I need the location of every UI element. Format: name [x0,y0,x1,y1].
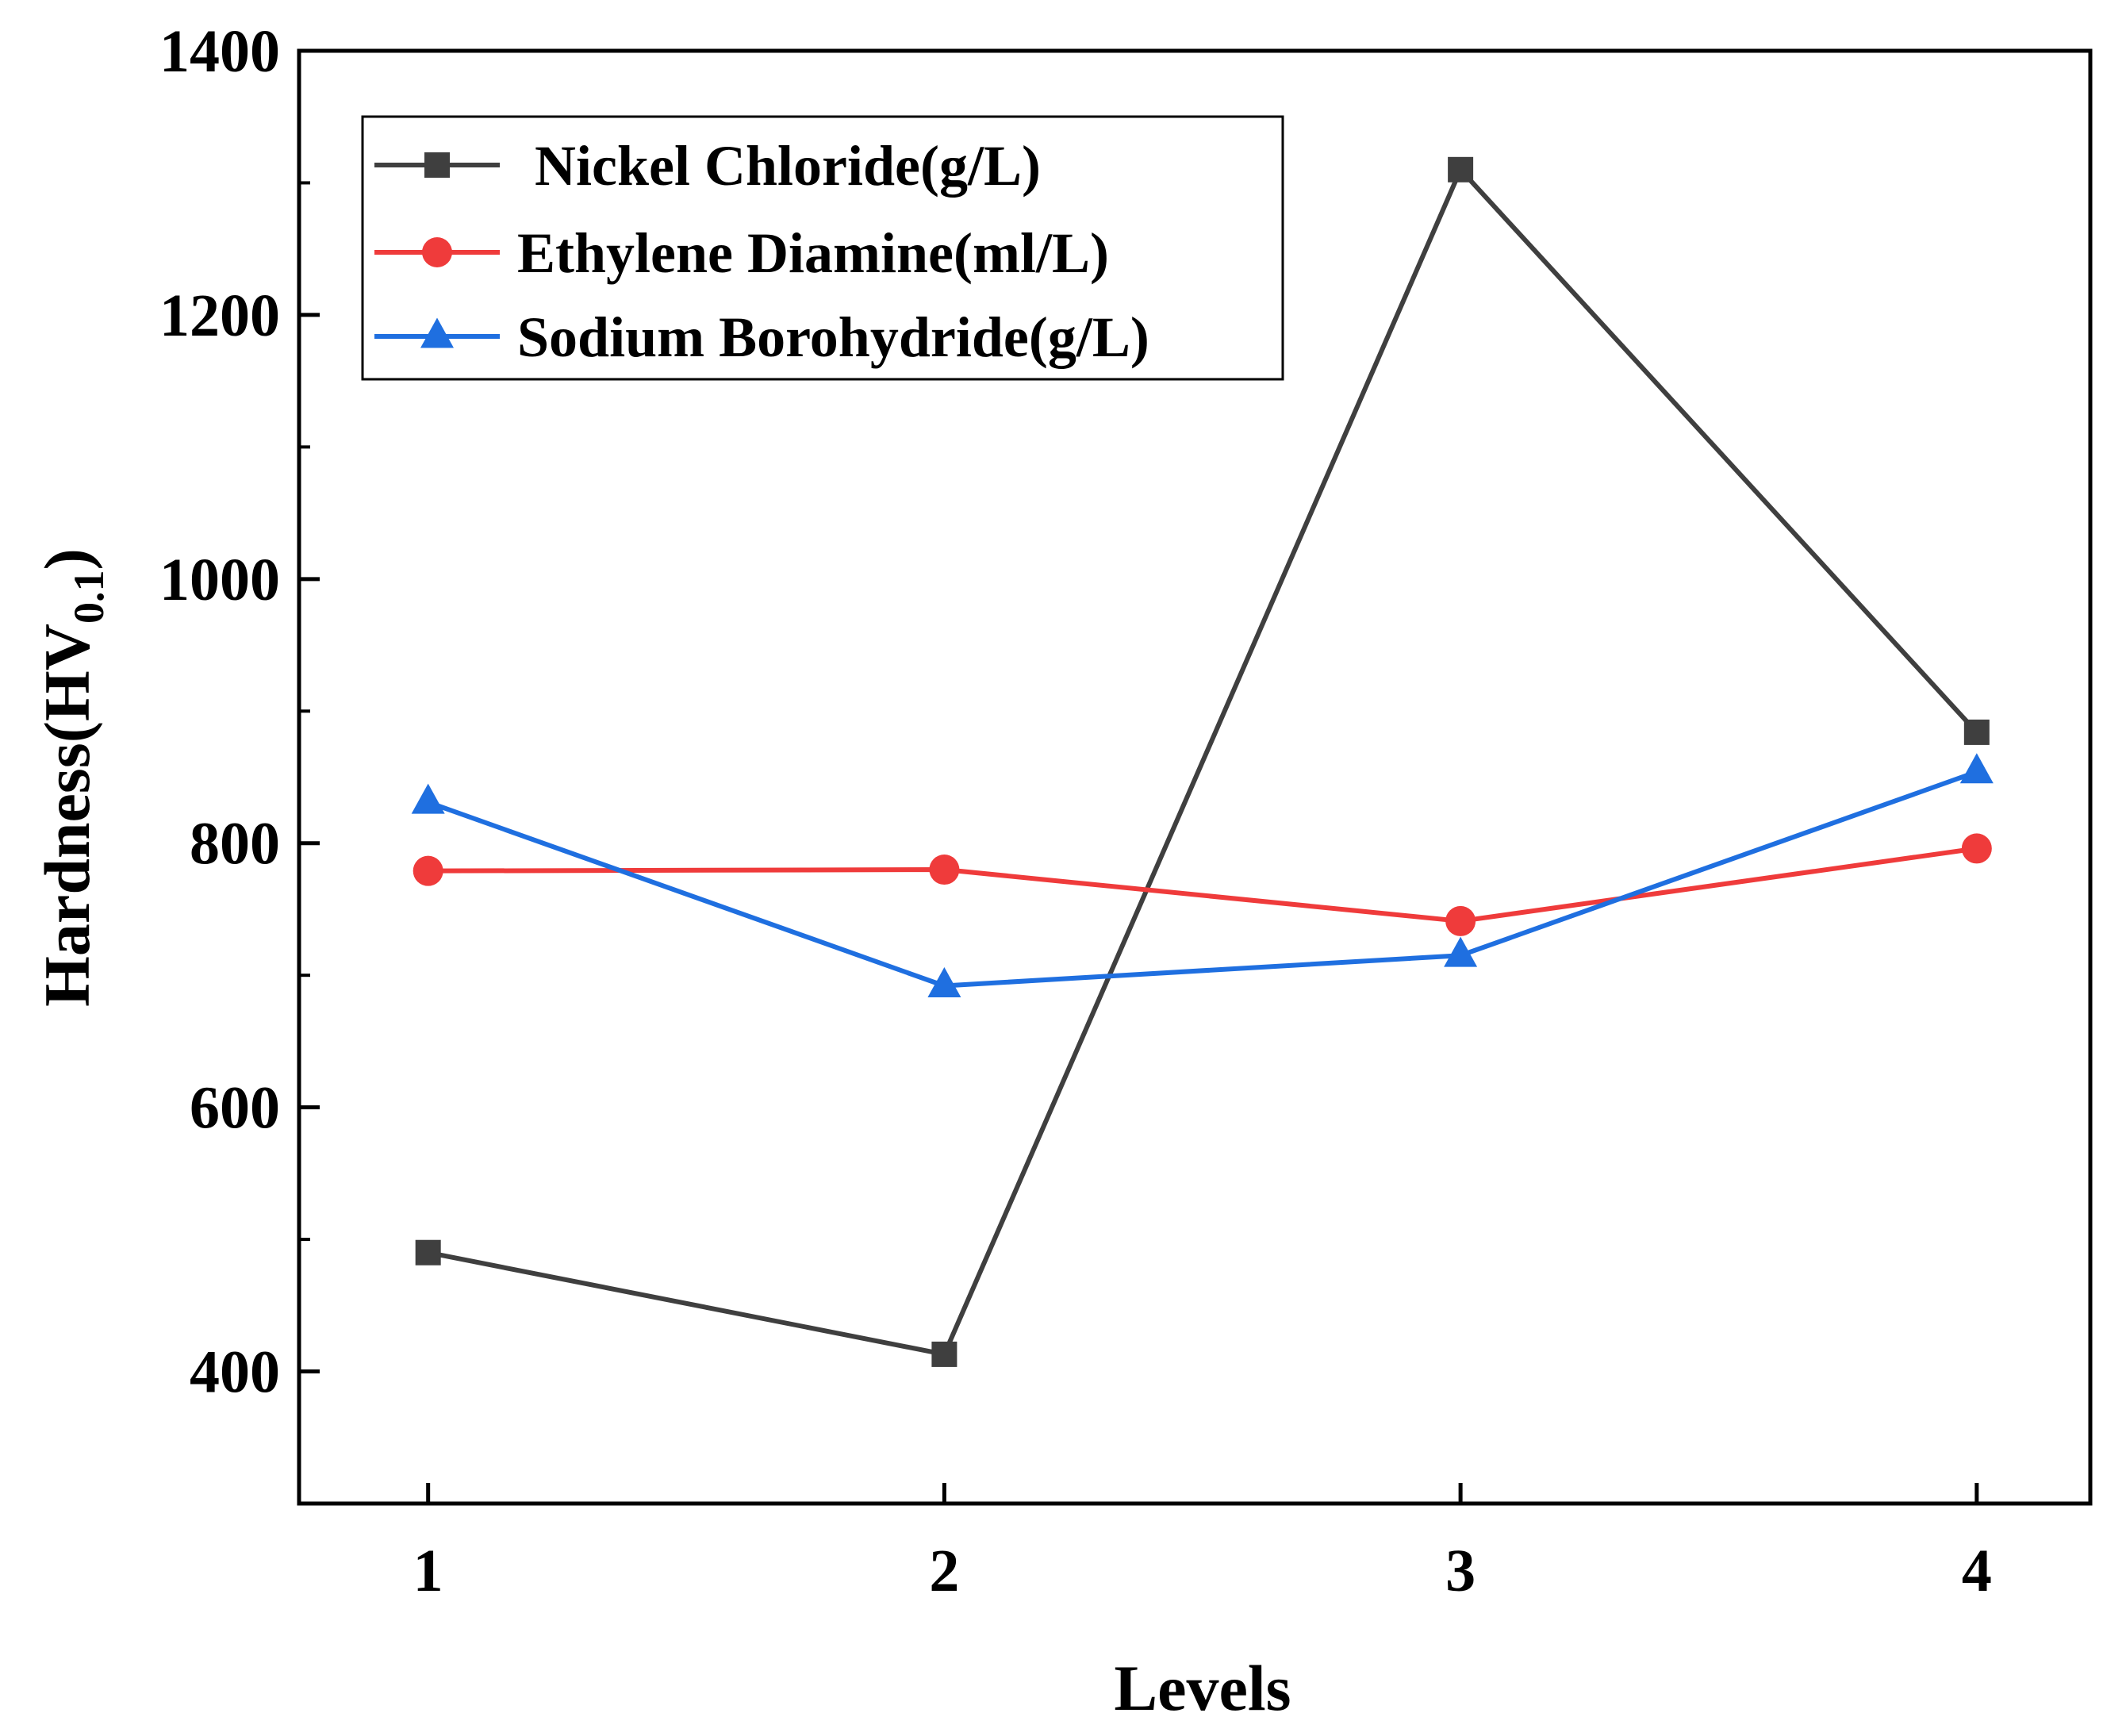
data-point-nickel-chloride [415,1239,441,1266]
series-line-nickel-chloride [428,167,1979,1357]
series-line-sodium-borohydride [427,770,1978,989]
x-axis-label: Levels [1114,1652,1291,1724]
legend-label-ethylene-diamine: Ethylene Diamine(ml/L) [517,221,1109,285]
y-axis-label: Hardness(HV0.1) [31,548,113,1007]
x-tick-label: 2 [929,1538,959,1604]
series-layer [411,156,1994,1367]
y-tick-label: 1000 [159,547,280,613]
series-ethylene-diamine [413,833,1992,936]
y-tick-label: 400 [190,1339,280,1406]
x-tick-label: 1 [413,1538,443,1604]
tick-labels: 400 600 800 1000 1200 1400 1 2 3 4 [159,18,1992,1604]
data-point-sodium-borohydride [927,966,961,997]
legend-label-nickel-chloride: Nickel Chloride(g/L) [535,134,1041,198]
data-point-ethylene-diamine [1961,833,1992,864]
legend-label-sodium-borohydride: Sodium Borohydride(g/L) [517,305,1149,369]
y-tick-label: 1400 [159,18,280,85]
x-tick-label: 3 [1445,1538,1476,1604]
legend-marker-sodium-borohydride [420,317,454,348]
legend-items: Nickel Chloride(g/L) Ethylene Diamine(ml/… [374,134,1149,369]
data-point-ethylene-diamine [1445,905,1476,936]
data-point-sodium-borohydride [1959,753,1994,784]
y-tick-label: 600 [190,1075,280,1142]
y-axis-label-subscript: 0.1 [65,570,113,624]
data-point-sodium-borohydride [411,783,445,814]
legend: Nickel Chloride(g/L) Ethylene Diamine(ml/… [361,115,1284,381]
legend-box [361,115,1284,381]
data-point-nickel-chloride [1963,719,1990,745]
data-point-sodium-borohydride [1444,936,1478,967]
series-nickel-chloride [415,156,1990,1367]
series-line-ethylene-diamine [428,846,1978,924]
y-axis-label-main: Hardness(HV [31,624,103,1007]
y-axis-label-close: ) [31,548,103,570]
y-tick-label: 800 [190,811,280,878]
data-point-ethylene-diamine [413,855,443,886]
series-sodium-borohydride [411,753,1994,997]
data-point-nickel-chloride [931,1341,957,1367]
plot-area-frame [297,48,2093,1506]
x-tick-label: 4 [1962,1538,1992,1604]
legend-marker-nickel-chloride [424,152,450,178]
data-point-nickel-chloride [1448,156,1474,182]
legend-marker-ethylene-diamine [422,237,452,267]
data-point-ethylene-diamine [929,855,960,885]
y-tick-label: 1200 [159,282,280,349]
